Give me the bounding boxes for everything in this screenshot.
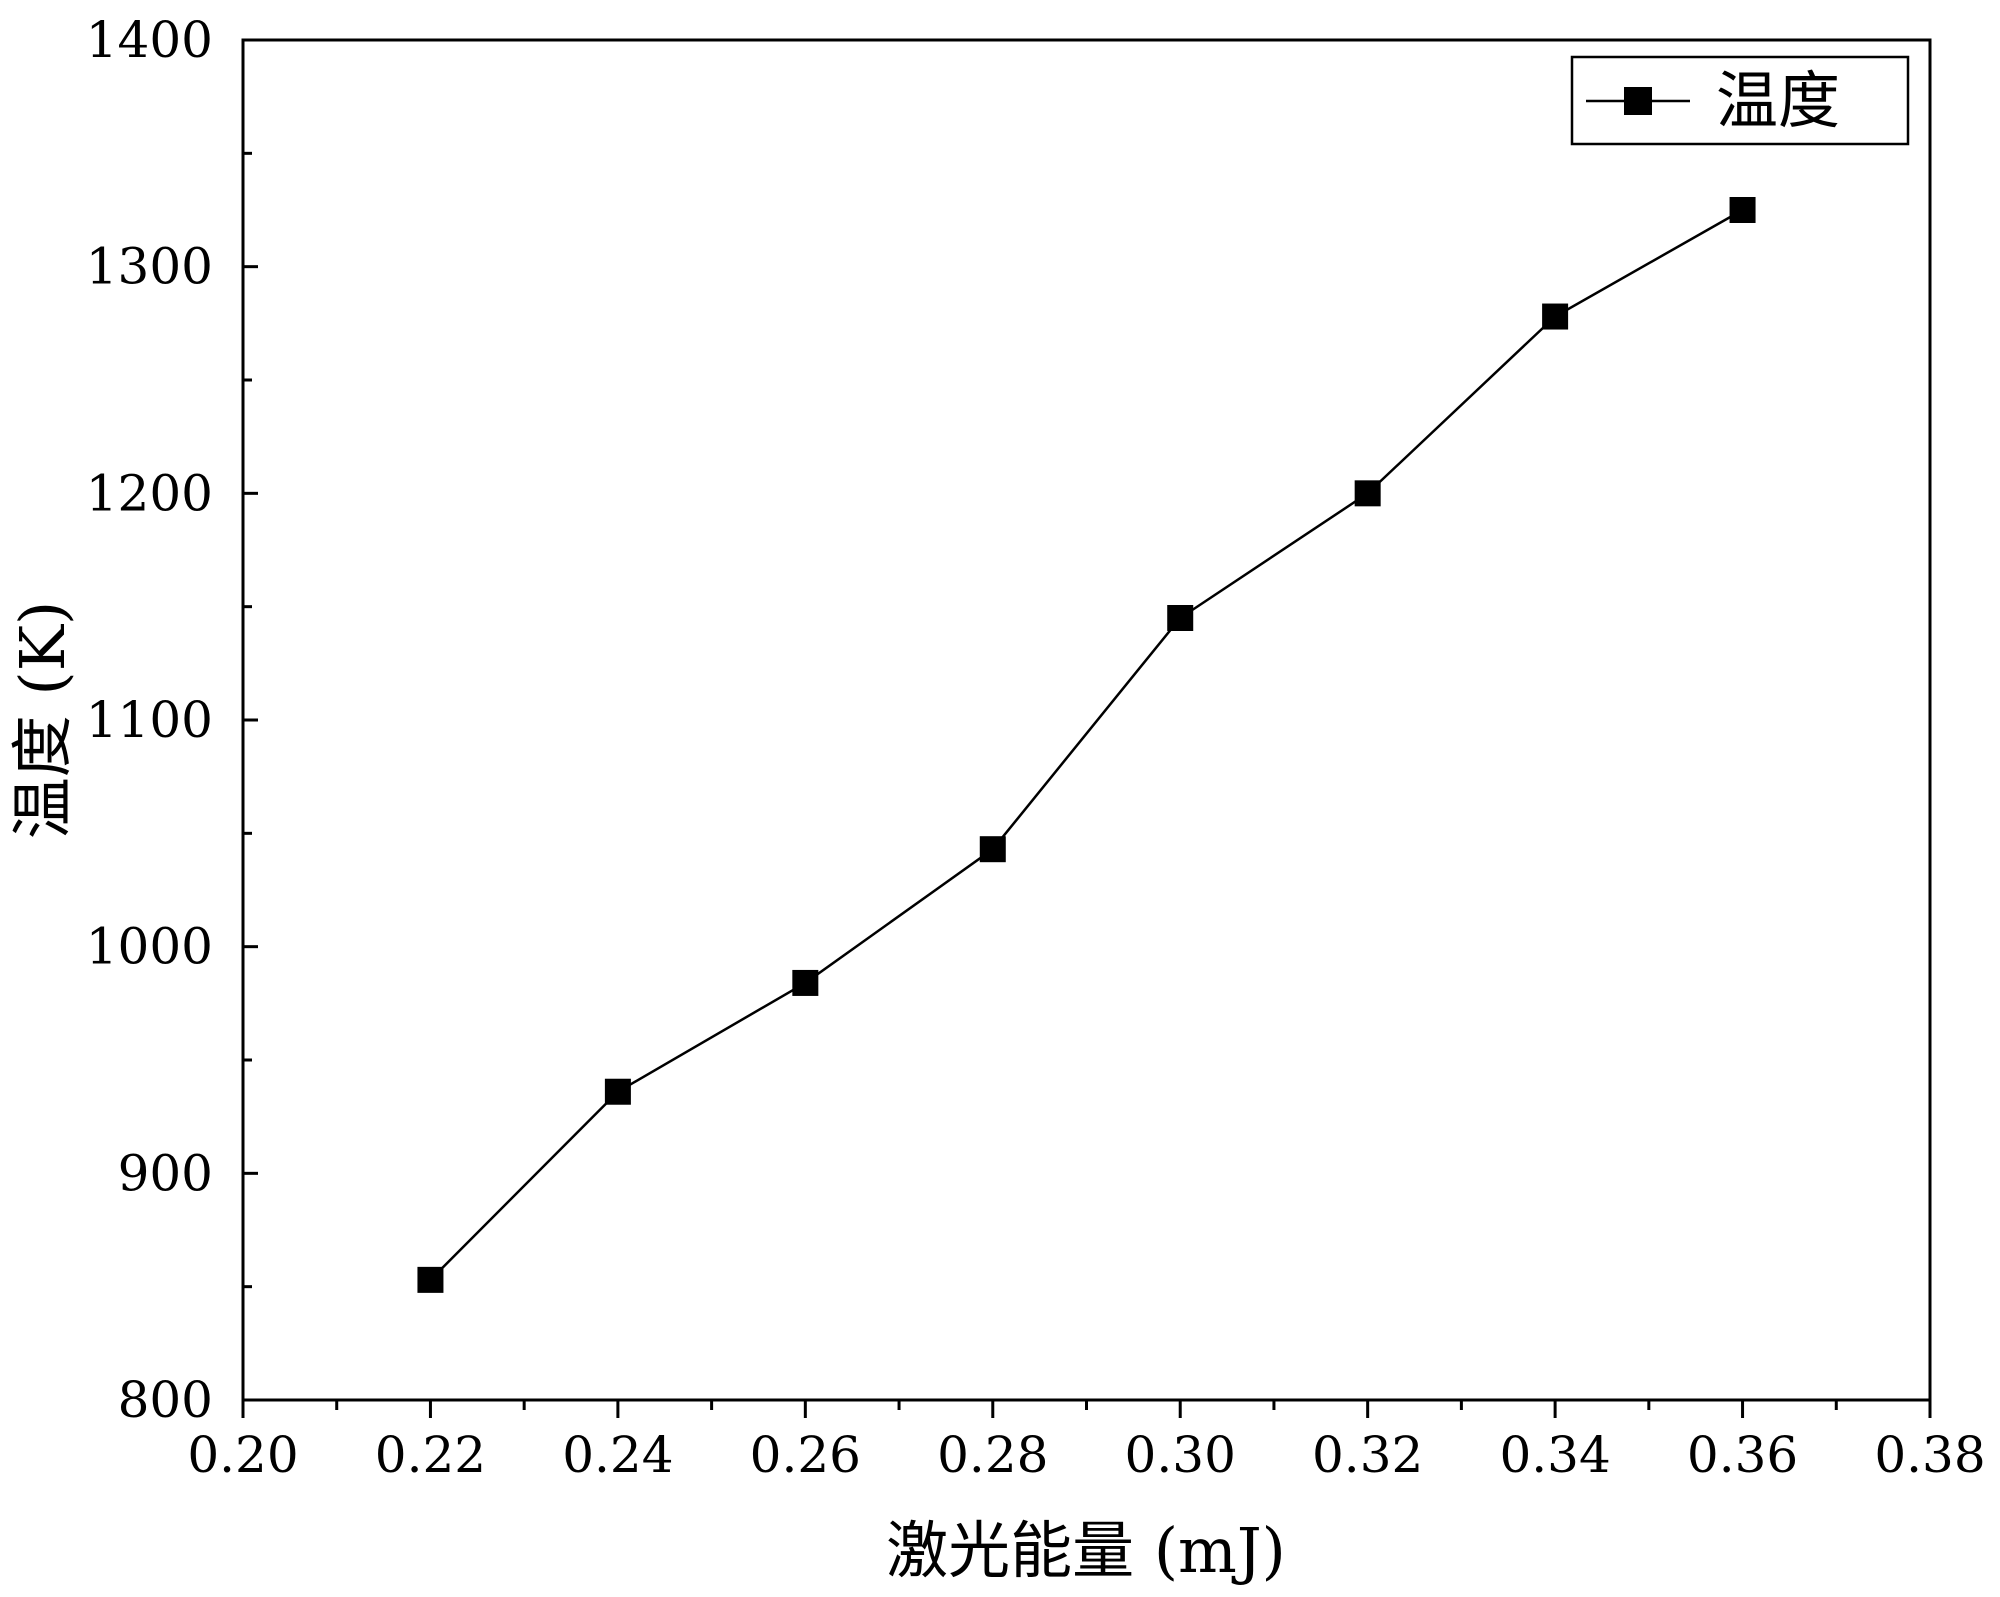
y-tick-label: 800 — [118, 1371, 213, 1429]
x-tick-label: 0.30 — [1125, 1426, 1236, 1484]
legend-label: 温度 — [1716, 64, 1840, 137]
data-point-marker — [417, 1266, 444, 1293]
data-point-marker — [1354, 480, 1381, 507]
x-axis-ticks — [241, 1400, 1932, 1418]
legend-square-marker-icon — [1624, 87, 1652, 115]
data-point-marker — [1167, 605, 1194, 631]
x-tick-label: 0.38 — [1874, 1426, 1985, 1484]
data-point-marker — [1542, 303, 1569, 330]
data-point-marker — [792, 969, 819, 996]
x-axis-tick-labels: 0.20 0.22 0.24 0.26 0.28 0.30 0.32 0.34 0.36 0.38 — [187, 1426, 1985, 1484]
data-point-marker — [1729, 197, 1756, 223]
x-tick-label: 0.24 — [562, 1426, 673, 1484]
x-tick-label: 0.32 — [1312, 1426, 1423, 1484]
series-lines — [429, 208, 1744, 1281]
y-tick-label: 1300 — [86, 238, 213, 296]
x-tick-label: 0.28 — [937, 1426, 1048, 1484]
y-tick-label: 1100 — [86, 691, 213, 749]
x-tick-label: 0.22 — [375, 1426, 486, 1484]
y-tick-label: 1400 — [86, 11, 213, 69]
x-tick-label: 0.34 — [1499, 1426, 1610, 1484]
y-tick-label: 1000 — [86, 918, 213, 976]
x-tick-label: 0.20 — [187, 1426, 298, 1484]
y-tick-label: 1200 — [86, 464, 213, 522]
x-axis-title: 激光能量 (mJ) — [886, 1514, 1286, 1587]
data-point-marker — [604, 1078, 631, 1105]
y-axis-ticks — [243, 38, 258, 1402]
y-axis-title: 温度 (K) — [6, 601, 79, 839]
series-markers — [417, 197, 1756, 1293]
plot-frame — [241, 38, 1932, 1402]
legend: 温度 — [1570, 55, 1910, 146]
data-point-marker — [979, 836, 1006, 863]
y-tick-label: 900 — [118, 1144, 213, 1202]
y-axis-tick-labels: 800 900 1000 1100 1200 1300 1400 — [86, 11, 213, 1429]
series-line — [429, 208, 1744, 1281]
x-tick-label: 0.26 — [750, 1426, 861, 1484]
x-tick-label: 0.36 — [1687, 1426, 1798, 1484]
